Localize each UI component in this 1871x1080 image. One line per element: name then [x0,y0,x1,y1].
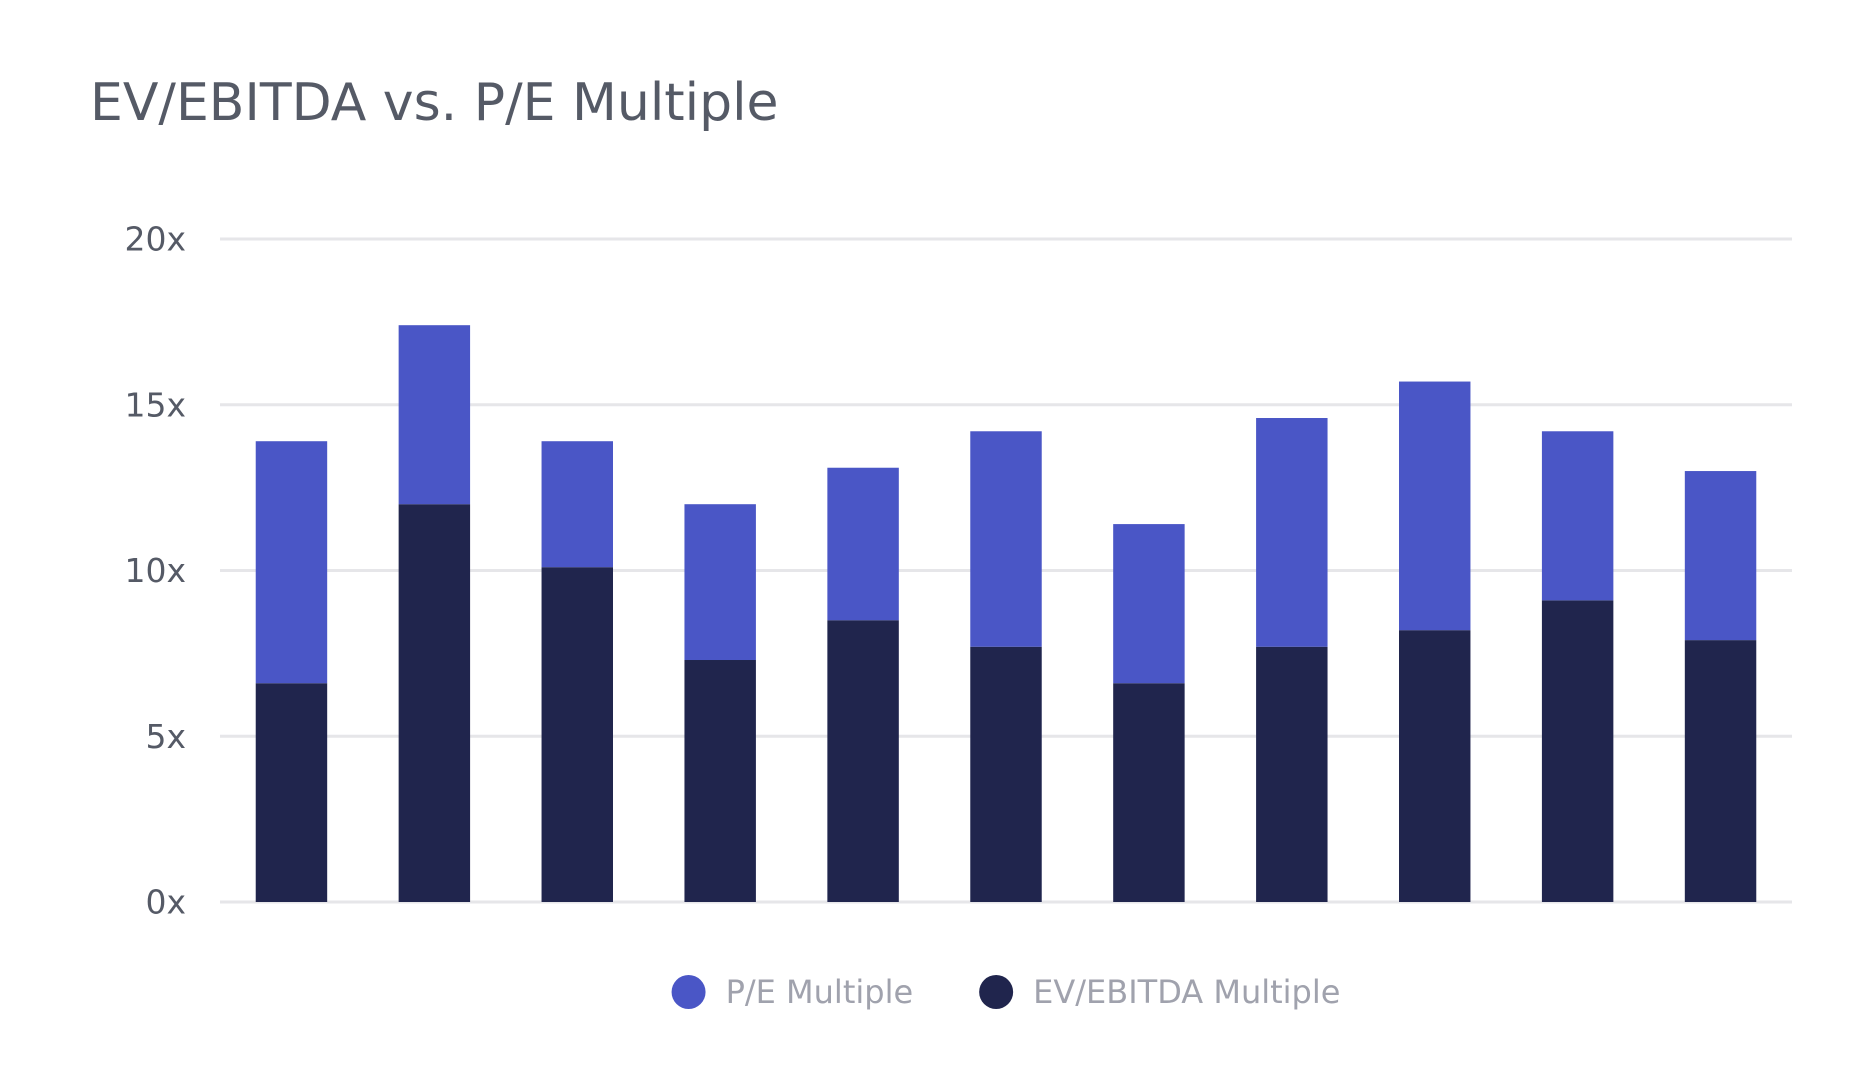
bar-segment [827,467,899,621]
legend-label: P/E Multiple [726,973,914,1011]
bar-segment [1541,600,1614,902]
y-tick-label: 5x [145,717,186,756]
bar-segment [398,325,471,505]
bar-segment [255,441,328,684]
bar-segment [1684,640,1757,902]
bar-segment [1256,646,1328,902]
bar-segment [398,504,471,902]
bar-segment [1399,381,1471,631]
bar-segment [541,441,613,568]
y-tick-label: 10x [124,551,186,590]
bar-segment [255,683,328,902]
y-tick-label: 15x [124,385,186,424]
bar-segment [684,504,756,661]
legend-label: EV/EBITDA Multiple [1033,973,1340,1011]
bar-segment [1113,683,1185,902]
bar-segment [1541,431,1614,601]
y-tick-label: 20x [124,220,186,259]
bar-segment [970,646,1042,902]
chart-title: EV/EBITDA vs. P/E Multiple [90,73,779,133]
y-tick-label: 0x [145,883,186,922]
bar-segment [1113,524,1185,684]
bar-segment [1256,418,1328,647]
bar-segment [684,660,756,902]
bar-segment [970,431,1042,647]
bar-segment [1399,630,1471,902]
legend-marker [979,975,1014,1009]
bar-segment [827,620,899,902]
bar-segment [1684,471,1757,641]
bar-segment [541,567,613,902]
legend-marker [671,975,706,1009]
